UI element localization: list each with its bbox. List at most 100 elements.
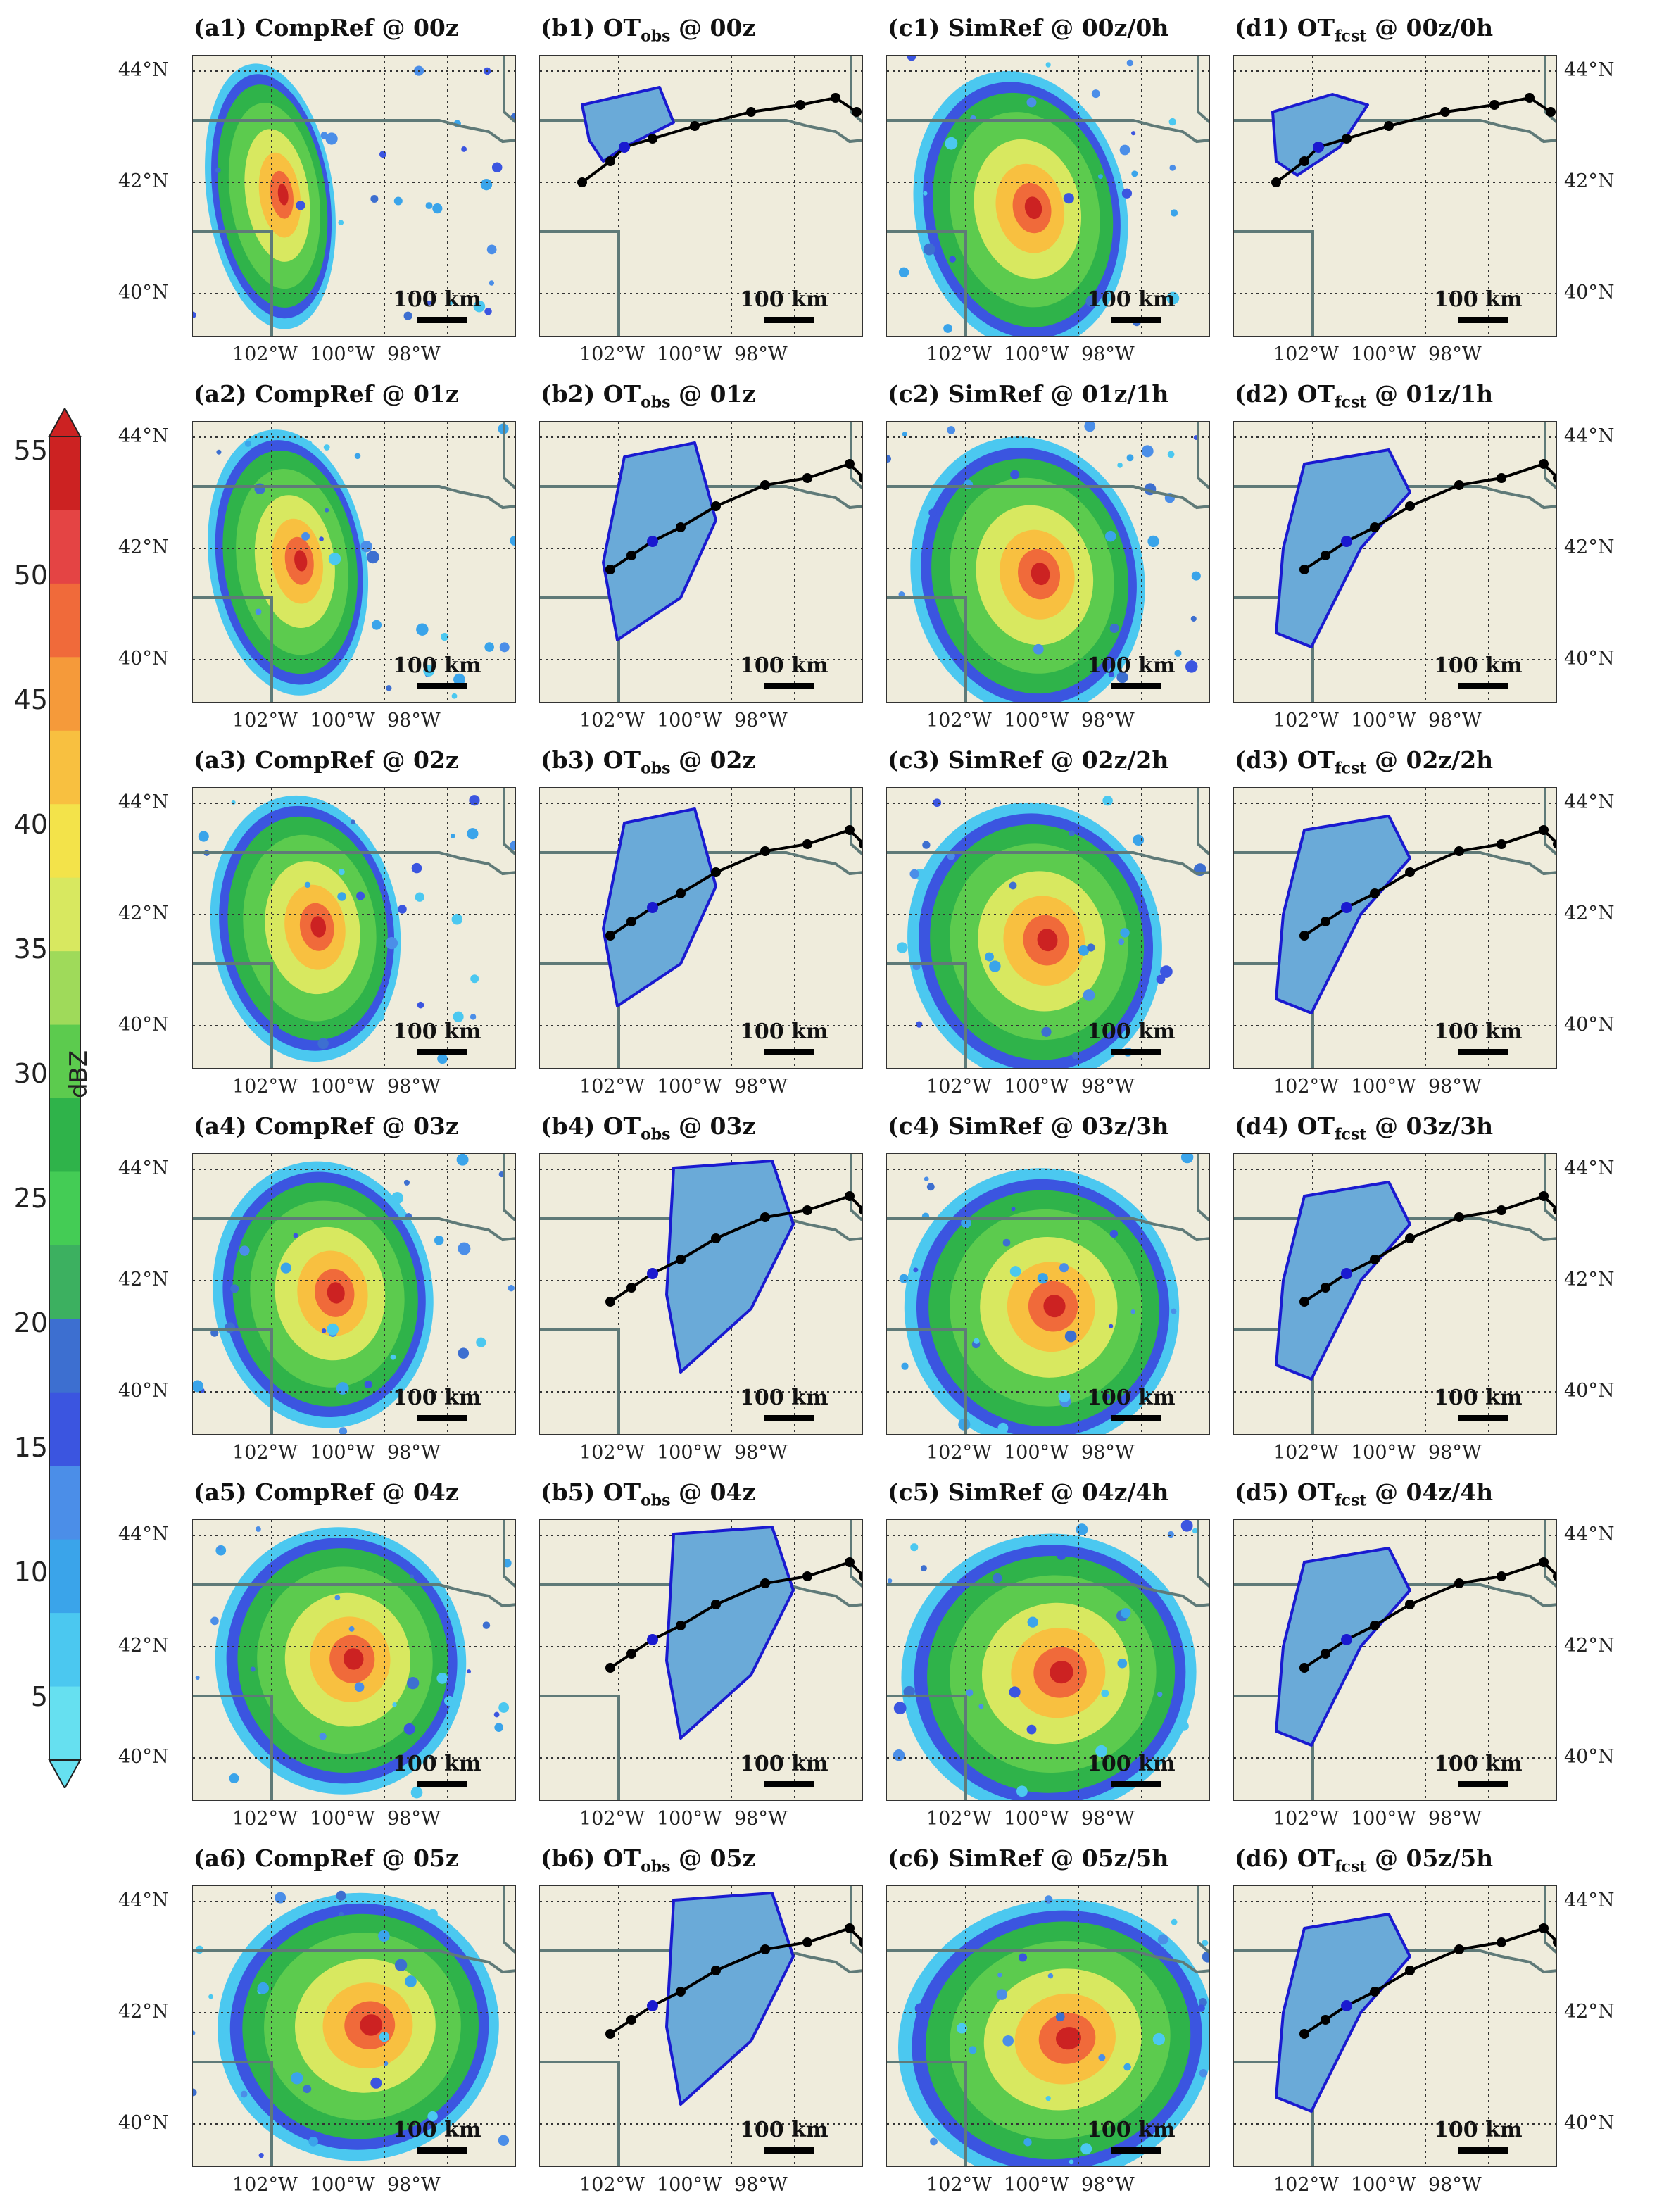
latitude-label: 44°N bbox=[118, 59, 169, 81]
panel-title: (b1) OTobs @ 00z bbox=[541, 14, 755, 46]
state-border bbox=[1197, 422, 1209, 490]
panel-variable: SimRef bbox=[947, 380, 1042, 408]
state-border bbox=[1197, 56, 1209, 124]
longitude-label: 102°W bbox=[579, 2174, 645, 2196]
reflectivity-speck bbox=[930, 2137, 938, 2146]
storm-track-point bbox=[1553, 1205, 1556, 1215]
scale-bar-label: 100 km bbox=[1434, 1385, 1523, 1410]
storm-track-point bbox=[1299, 1663, 1309, 1673]
state-border bbox=[850, 1520, 862, 1588]
longitude-label: 100°W bbox=[657, 710, 722, 731]
reflectivity-speck bbox=[1169, 164, 1176, 171]
storm-track-point bbox=[1299, 565, 1309, 574]
latitude-label: 40°N bbox=[118, 1014, 169, 1036]
colorbar-gradient bbox=[48, 406, 82, 1790]
storm-track-point bbox=[859, 1571, 862, 1581]
reflectivity-speck bbox=[897, 942, 908, 953]
latitude-label: 44°N bbox=[1564, 1157, 1615, 1179]
reflectivity-speck bbox=[1016, 1785, 1028, 1797]
reflectivity-speck bbox=[336, 1382, 349, 1395]
reflectivity-speck bbox=[1119, 144, 1130, 156]
reflectivity-speck bbox=[887, 455, 891, 463]
reflectivity-speck bbox=[308, 2137, 318, 2147]
reflectivity-speck bbox=[1180, 1520, 1193, 1532]
reflectivity-speck bbox=[360, 540, 372, 553]
storm-track-point bbox=[760, 1578, 770, 1588]
scale-bar-label: 100 km bbox=[740, 2118, 828, 2142]
longitude-label: 98°W bbox=[734, 1076, 788, 1098]
scale-bar bbox=[1458, 1049, 1508, 1055]
storm-track-point bbox=[605, 931, 615, 941]
state-border bbox=[540, 851, 862, 876]
reflectivity-speck bbox=[473, 300, 486, 313]
longitude-label: 100°W bbox=[1351, 344, 1416, 365]
reflectivity-speck bbox=[484, 642, 494, 652]
panel-variable-subscript: obs bbox=[641, 27, 671, 46]
reflectivity-speck bbox=[466, 1669, 472, 1674]
latitude-label: 44°N bbox=[118, 1890, 169, 1911]
colorbar-tick-label: 20 bbox=[13, 1307, 48, 1338]
longitude-label: 98°W bbox=[734, 710, 788, 731]
storm-track-point bbox=[577, 177, 587, 187]
panel-id: (c6) bbox=[888, 1845, 940, 1872]
colorbar-tick-label: 55 bbox=[13, 435, 48, 466]
panel-title: (b3) OTobs @ 02z bbox=[541, 746, 755, 778]
reflectivity-speck bbox=[1023, 2138, 1032, 2147]
longitude-label: 102°W bbox=[232, 1442, 298, 1464]
scale-bar-label: 100 km bbox=[1434, 287, 1523, 312]
state-border bbox=[540, 596, 620, 702]
scale-bar bbox=[417, 317, 467, 323]
reflectivity-speck bbox=[1130, 1309, 1135, 1314]
panel-title: (a2) CompRef @ 01z bbox=[194, 380, 459, 408]
panel-id: (a5) bbox=[194, 1478, 247, 1506]
panel-variable-subscript: fcst bbox=[1335, 393, 1367, 412]
panel-variable-subscript: fcst bbox=[1335, 1491, 1367, 1510]
colorbar-tick-label: 25 bbox=[13, 1183, 48, 1214]
reflectivity-speck bbox=[914, 2003, 926, 2014]
reflectivity-speck bbox=[317, 1038, 329, 1050]
reflectivity-speck bbox=[195, 1675, 200, 1680]
reflectivity-speck bbox=[461, 146, 467, 152]
map-panel bbox=[192, 55, 516, 337]
ot-object-marker bbox=[1313, 142, 1324, 153]
longitude-label: 98°W bbox=[387, 710, 441, 731]
reflectivity-speck bbox=[1116, 671, 1128, 684]
colorbar-extend-max bbox=[48, 406, 82, 437]
state-border bbox=[540, 1328, 620, 1434]
map-canvas bbox=[193, 1154, 515, 1434]
storm-track-point bbox=[1539, 825, 1549, 835]
reflectivity-speck bbox=[398, 905, 407, 914]
reflectivity-speck bbox=[458, 1347, 470, 1359]
colorbar-segment bbox=[49, 1245, 80, 1319]
map-canvas bbox=[540, 1520, 862, 1800]
storm-track-point bbox=[760, 846, 770, 856]
reflectivity-speck bbox=[1069, 2159, 1074, 2165]
reflectivity-speck bbox=[1202, 1951, 1209, 1963]
scale-bar-label: 100 km bbox=[393, 1019, 481, 1044]
storm-track-point bbox=[711, 501, 721, 511]
storm-track-point bbox=[845, 1557, 855, 1567]
reflectivity-speck bbox=[453, 1011, 464, 1022]
storm-track-point bbox=[1370, 1255, 1380, 1264]
ot-object-marker bbox=[1341, 1268, 1352, 1279]
map-canvas bbox=[1234, 1154, 1556, 1434]
panel-variable-subscript: obs bbox=[641, 393, 671, 412]
reflectivity-speck bbox=[437, 1053, 448, 1064]
state-border bbox=[887, 119, 1209, 144]
longitude-label: 98°W bbox=[387, 1076, 441, 1098]
reflectivity-speck bbox=[1019, 1953, 1028, 1962]
reflectivity-speck bbox=[255, 1526, 261, 1532]
scale-bar bbox=[417, 1415, 467, 1421]
reflectivity-speck bbox=[1133, 834, 1145, 846]
reflectivity-speck bbox=[427, 2111, 438, 2122]
reflectivity-speck bbox=[1192, 1528, 1198, 1534]
longitude-label: 100°W bbox=[1351, 1442, 1416, 1464]
reflectivity-speck bbox=[996, 1989, 1008, 2000]
reflectivity-speck bbox=[1178, 1721, 1189, 1731]
reflectivity-speck bbox=[470, 1014, 477, 1020]
colorbar-segment bbox=[49, 877, 80, 952]
ot-object-marker bbox=[1341, 1634, 1352, 1645]
reflectivity-speck bbox=[957, 2023, 967, 2034]
colorbar-tick-label: 40 bbox=[13, 809, 48, 840]
longitude-label: 102°W bbox=[926, 1442, 992, 1464]
